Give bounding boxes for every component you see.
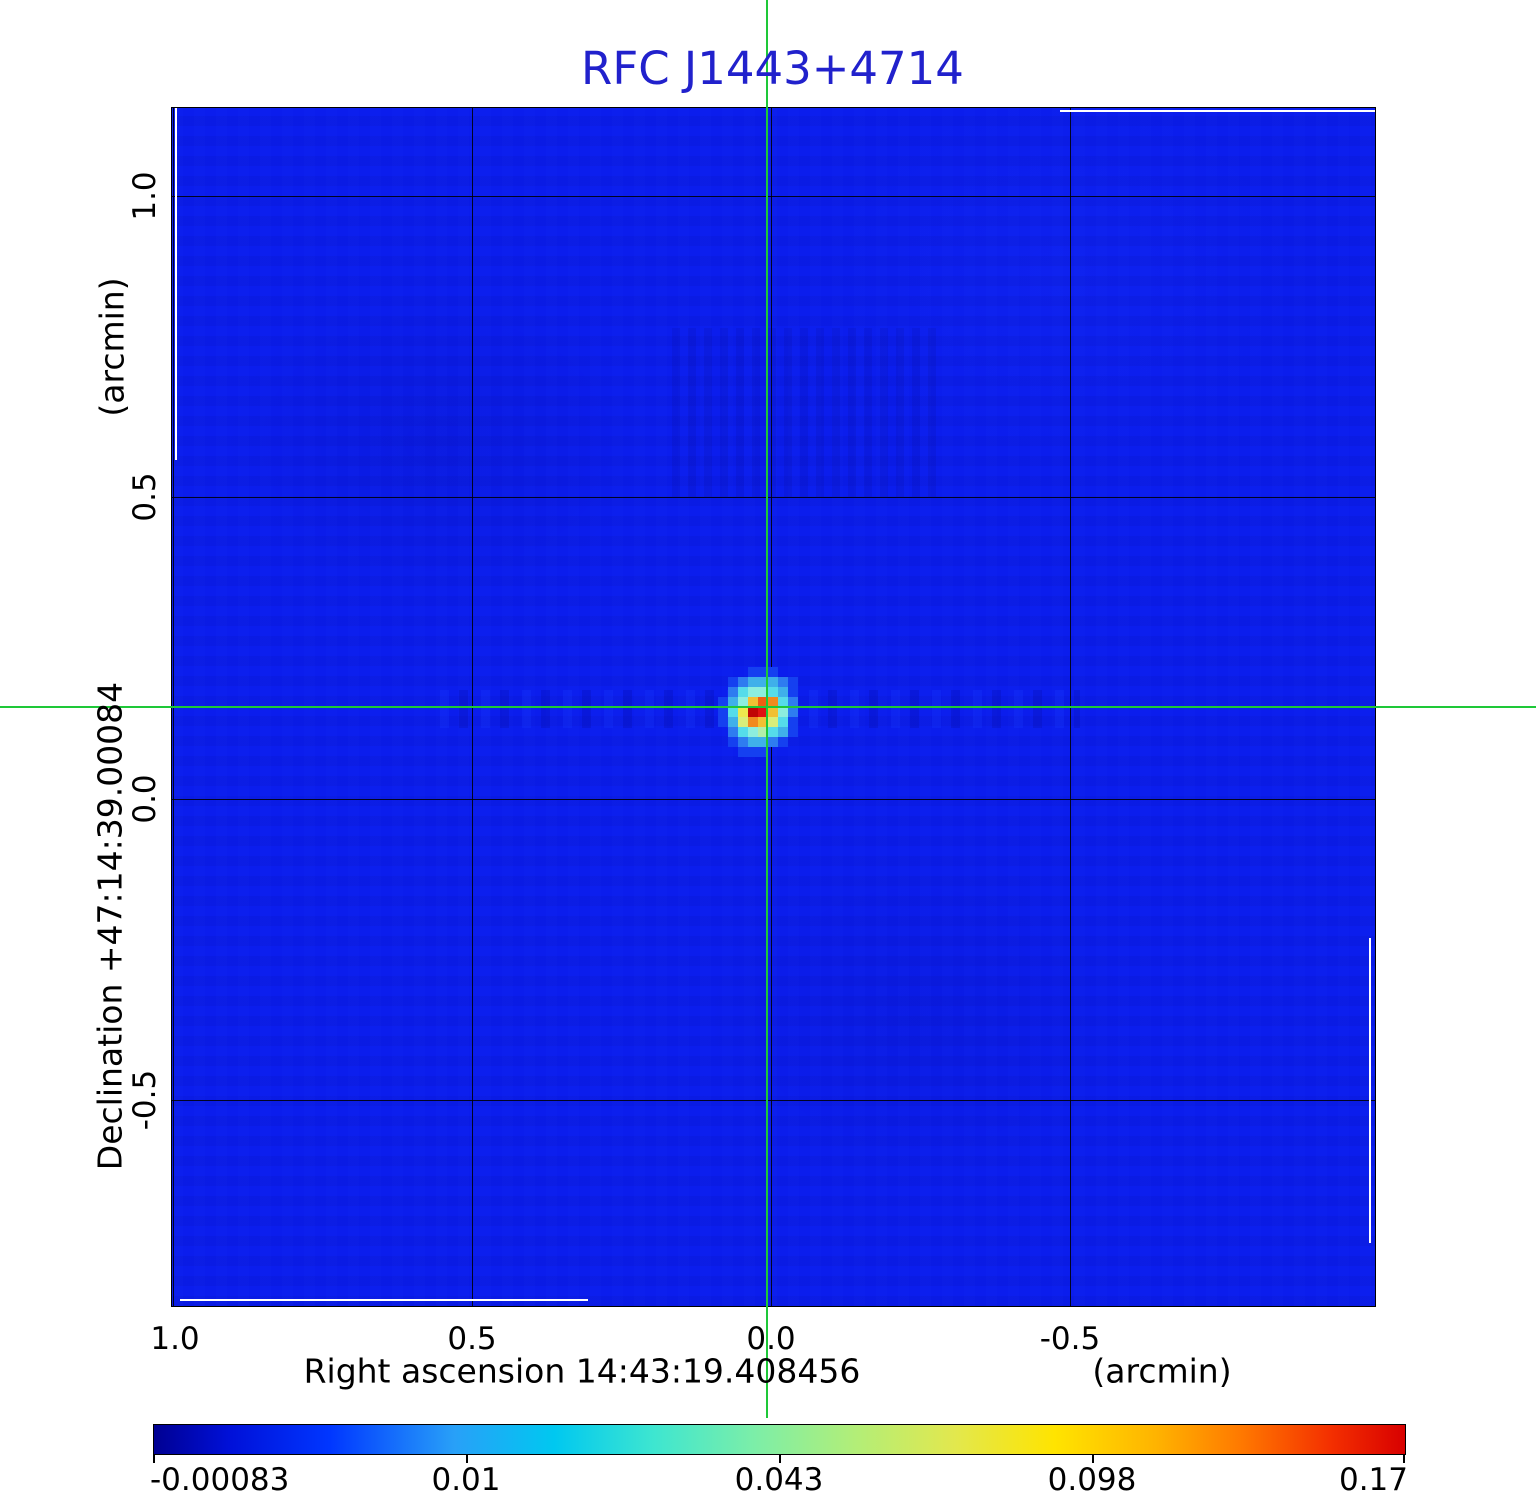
grid-line-y-1.0 xyxy=(172,196,1375,197)
x-axis-unit: (arcmin) xyxy=(1092,1351,1232,1391)
y-tick-label-0.5: 0.5 xyxy=(127,472,163,522)
grid-line-y-0.0 xyxy=(172,799,1375,800)
crosshair-horizontal-line xyxy=(0,706,1536,708)
colorbar-gradient xyxy=(154,1425,1405,1454)
colorbar-label-1: 0.01 xyxy=(431,1462,501,1498)
y-tick-label-1.0: 1.0 xyxy=(127,171,163,221)
colorbar-label-4: 0.17 xyxy=(1338,1462,1408,1498)
y-tick-label-0.0: 0.0 xyxy=(127,774,163,824)
colorbar-label-2: 0.043 xyxy=(734,1462,824,1498)
colorbar-tick-2 xyxy=(779,1455,781,1463)
colorbar-label-0: -0.00083 xyxy=(150,1462,290,1498)
image-edge-gap-left xyxy=(175,108,177,460)
figure-title: RFC J1443+4714 xyxy=(581,42,964,95)
x-tick-label--0.5: -0.5 xyxy=(1039,1321,1101,1357)
x-tick-label-0.5: 0.5 xyxy=(447,1321,497,1357)
crosshair-vertical-line xyxy=(766,0,768,1418)
colorbar-tick-3 xyxy=(1092,1455,1094,1463)
colorbar xyxy=(153,1424,1406,1455)
y-axis-title: Declination +47:14:39.00084 xyxy=(90,681,130,1171)
grid-line-y--0.5 xyxy=(172,1100,1375,1101)
x-axis-title: Right ascension 14:43:19.408456 xyxy=(303,1351,861,1391)
colorbar-tick-0 xyxy=(153,1455,155,1463)
colorbar-tick-1 xyxy=(466,1455,468,1463)
y-tick-label--0.5: -0.5 xyxy=(127,1069,163,1131)
image-edge-gap-top xyxy=(1060,110,1375,112)
image-edge-gap-right xyxy=(1369,938,1371,1243)
sidelobe-stripe-artifact xyxy=(672,328,942,498)
x-tick-label-1.0: 1.0 xyxy=(150,1321,200,1357)
grid-line-y-0.5 xyxy=(172,497,1375,498)
colorbar-label-3: 0.098 xyxy=(1047,1462,1137,1498)
image-edge-gap-bottom xyxy=(180,1299,588,1301)
colorbar-tick-4 xyxy=(1403,1455,1405,1463)
y-axis-unit: (arcmin) xyxy=(92,277,132,417)
source-blob xyxy=(718,667,808,757)
x-tick-label-0.0: 0.0 xyxy=(746,1321,796,1357)
